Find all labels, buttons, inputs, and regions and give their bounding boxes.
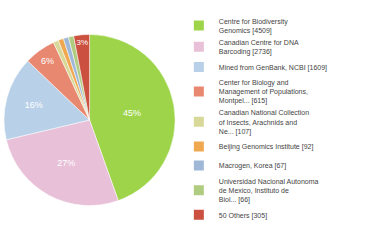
svg-text:Center for Biology andManageme: Center for Biology andManagement of Popu… xyxy=(219,79,308,105)
svg-text:16%: 16% xyxy=(25,100,43,110)
svg-text:Macrogen, Korea [67]: Macrogen, Korea [67] xyxy=(219,162,286,170)
svg-text:3%: 3% xyxy=(76,38,88,47)
svg-text:Canadian Centre for DNABarcodi: Canadian Centre for DNABarcoding [2736] xyxy=(219,39,299,56)
svg-text:Beijing Genomics Institute [92: Beijing Genomics Institute [92] xyxy=(219,143,314,151)
svg-text:Mined from GenBank, NCBI [1609: Mined from GenBank, NCBI [1609] xyxy=(219,64,327,72)
svg-text:Universidad Nacional Autonomad: Universidad Nacional Autonomade Mexico, … xyxy=(219,178,319,204)
svg-text:Centre for BiodiversityGenomic: Centre for BiodiversityGenomics [4509] xyxy=(219,18,288,35)
svg-text:45%: 45% xyxy=(123,108,141,118)
svg-text:Canadian National Collectionof: Canadian National Collectionof Insects, … xyxy=(219,109,309,135)
svg-text:50 Others [305]: 50 Others [305] xyxy=(219,212,267,220)
svg-text:27%: 27% xyxy=(57,158,75,168)
svg-text:6%: 6% xyxy=(41,56,54,66)
